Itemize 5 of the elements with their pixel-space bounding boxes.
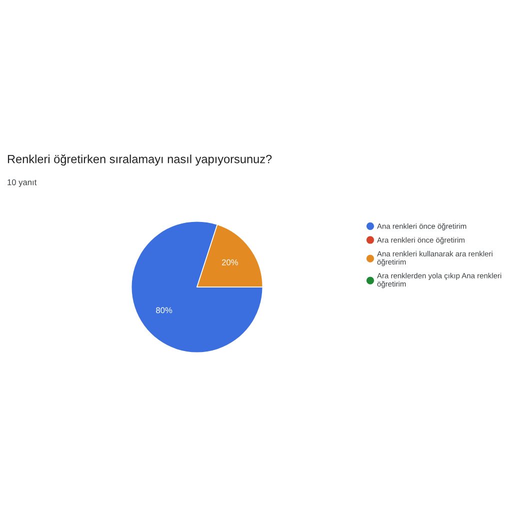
chart-title: Renkleri öğretirken sıralamayı nasıl yapıyorsunuz?: [8, 154, 272, 166]
data-label: 80%: [156, 307, 172, 314]
pie-slice: [130, 220, 264, 354]
data-label: 20%: [222, 259, 238, 266]
text: 10 yanıt: [8, 179, 37, 187]
